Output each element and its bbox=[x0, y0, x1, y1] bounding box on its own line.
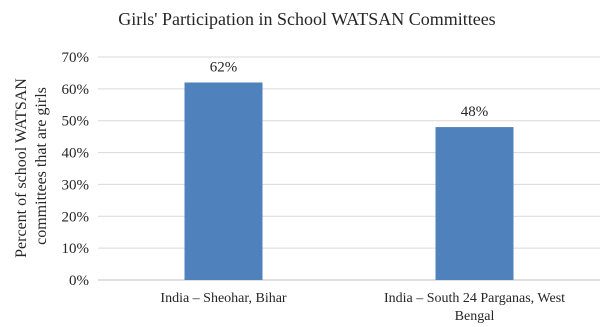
category-label: India – Sheohar, Bihar bbox=[160, 291, 287, 306]
y-tick-label: 70% bbox=[62, 50, 90, 66]
y-tick-label: 10% bbox=[62, 241, 90, 257]
data-label: 48% bbox=[461, 104, 489, 120]
y-axis-label: Percent of school WATSAN committees that… bbox=[13, 74, 50, 258]
category-label-line: Bengal bbox=[455, 309, 495, 324]
category-labels: India – Sheohar, Bihar India – South 24 P… bbox=[160, 291, 565, 324]
bar bbox=[435, 127, 514, 280]
bars bbox=[184, 82, 514, 280]
category-label-line: India – Sheohar, Bihar bbox=[160, 291, 287, 306]
y-tick-label: 30% bbox=[62, 177, 90, 193]
gridlines bbox=[98, 56, 600, 281]
y-tick-labels: 0% 10% 20% 30% 40% 50% 60% 70% bbox=[62, 50, 90, 289]
category-label: India – South 24 Parganas, West Bengal bbox=[384, 291, 565, 324]
chart-title: Girls' Participation in School WATSAN Co… bbox=[118, 9, 495, 29]
y-tick-label: 0% bbox=[69, 273, 89, 289]
y-axis-label-line-2: committees that are girls bbox=[33, 87, 50, 245]
y-tick-label: 20% bbox=[62, 209, 90, 225]
data-label: 62% bbox=[210, 59, 238, 75]
y-tick-label: 40% bbox=[62, 146, 90, 162]
y-tick-label: 50% bbox=[62, 114, 90, 130]
y-axis-label-line-1: Percent of school WATSAN bbox=[13, 78, 30, 258]
category-label-line: India – South 24 Parganas, West bbox=[384, 291, 565, 306]
data-labels: 62% 48% bbox=[210, 59, 489, 120]
y-tick-label: 60% bbox=[62, 82, 90, 98]
bar bbox=[184, 82, 263, 280]
